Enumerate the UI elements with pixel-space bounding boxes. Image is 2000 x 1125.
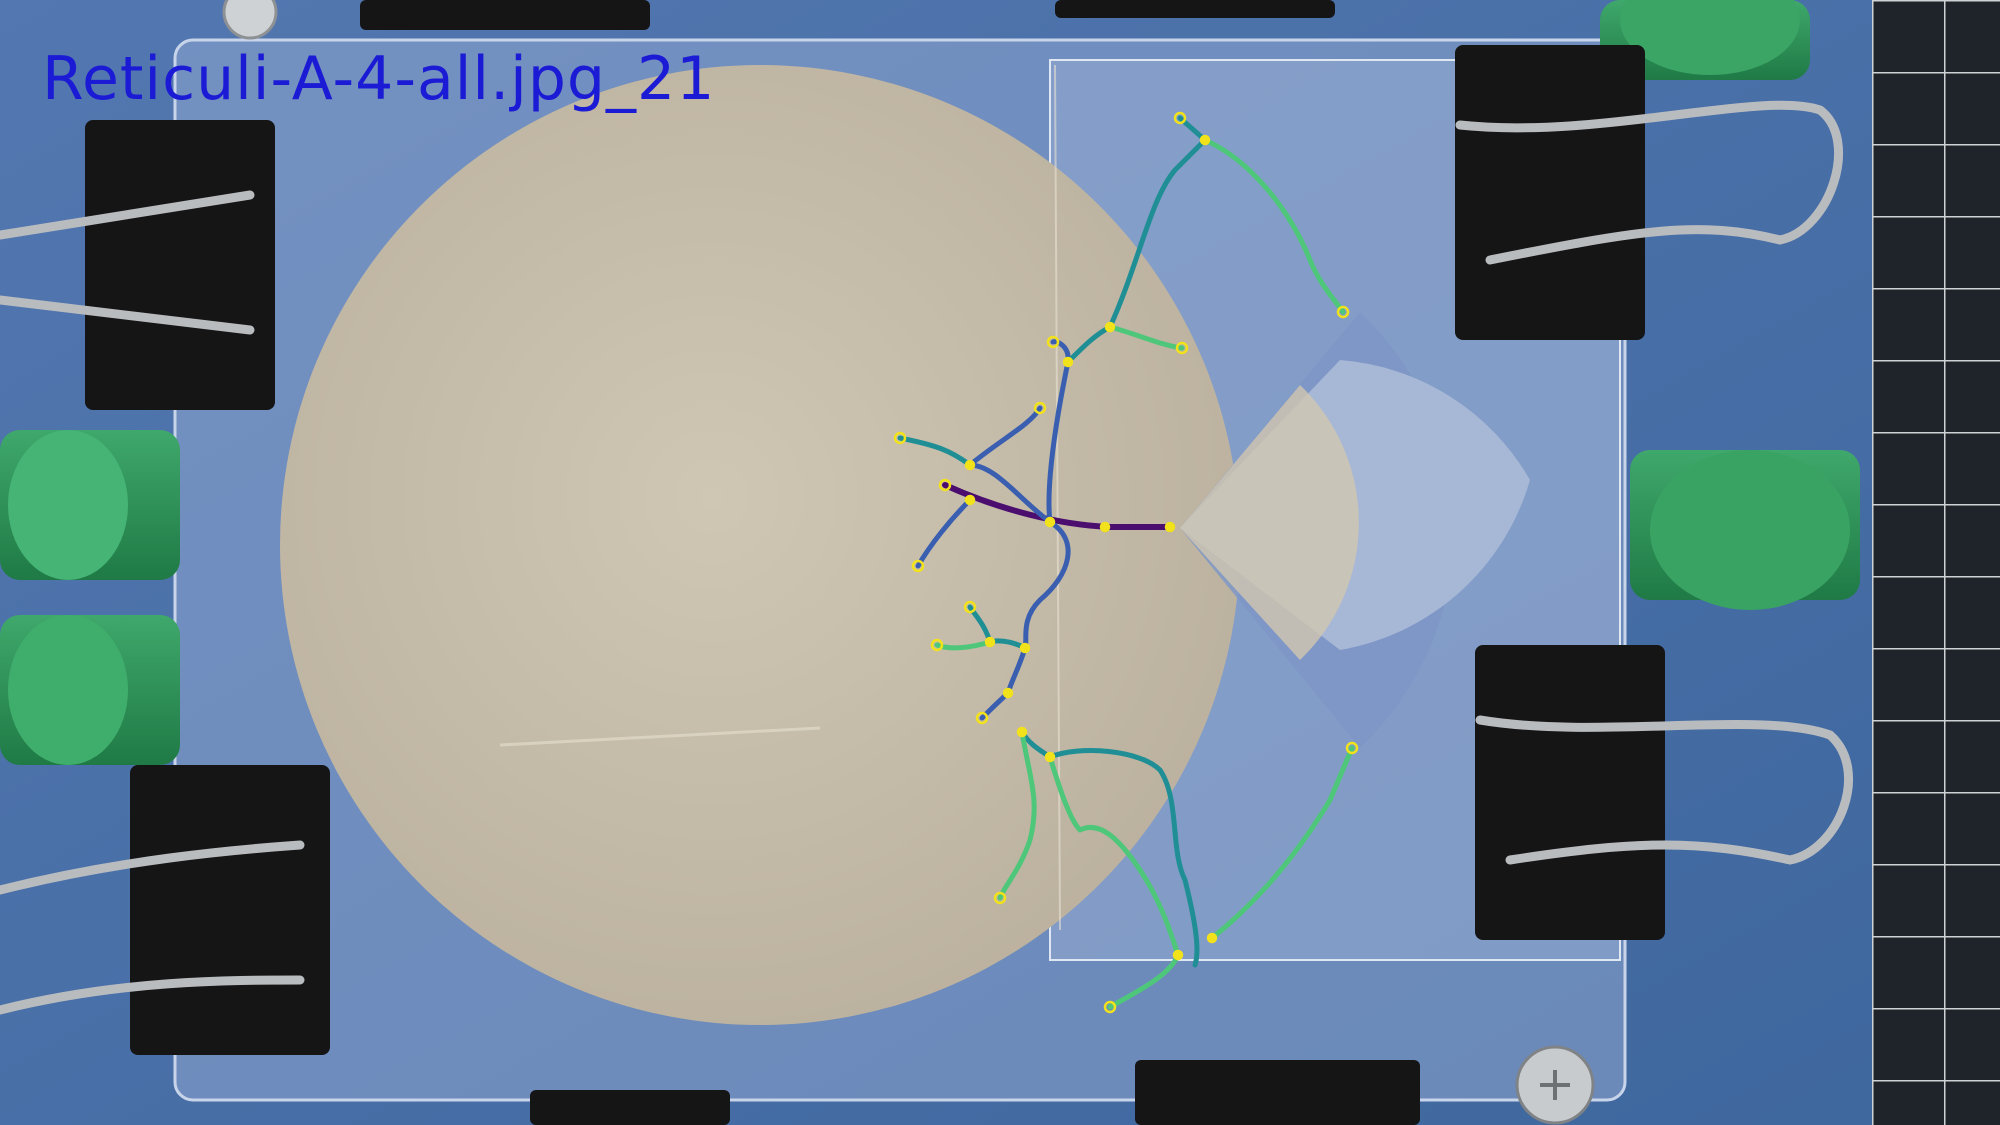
crack-edge-level1 <box>915 497 973 569</box>
crack-junction-node <box>964 459 976 471</box>
crack-endpoint-node <box>1175 341 1189 355</box>
crack-endpoint-node <box>893 431 907 445</box>
crack-junction-node <box>1044 516 1056 528</box>
crack-edge-level1 <box>1022 519 1071 651</box>
crack-edge-level3 <box>1107 952 1181 1010</box>
crack-endpoint-node <box>1103 1000 1117 1014</box>
crack-endpoint-node <box>963 600 977 614</box>
crack-junction-node <box>1044 751 1056 763</box>
crack-endpoint-node <box>975 711 989 725</box>
crack-endpoint-node <box>993 891 1007 905</box>
crack-junction-node <box>984 636 996 648</box>
crack-network <box>893 111 1359 1014</box>
crack-endpoint-node <box>1345 741 1359 755</box>
crack-endpoint-node <box>930 638 944 652</box>
crack-edge-level1 <box>1046 359 1071 525</box>
crack-edge-level1 <box>967 462 1053 525</box>
crack-edge-level2 <box>897 435 973 468</box>
crack-edge-level3 <box>1202 137 1346 315</box>
screw-icon <box>222 0 1595 1125</box>
crack-endpoint-node <box>1336 305 1350 319</box>
crack-junction-node <box>1206 932 1218 944</box>
image-filename-caption: Reticuli-A-4-all.jpg_21 <box>42 44 716 114</box>
crack-junction-node <box>1019 642 1031 654</box>
crack-endpoint-node <box>1033 401 1047 415</box>
crack-junction-node <box>1104 321 1116 333</box>
crack-junction-node <box>1016 726 1028 738</box>
crack-junction-node <box>1062 356 1074 368</box>
crack-edge-level2 <box>1107 137 1208 330</box>
cutting-mat-grid <box>1872 0 2000 1125</box>
crack-junction-node <box>964 494 976 506</box>
crack-endpoint-node <box>911 559 925 573</box>
crack-junction-node <box>1002 687 1014 699</box>
sand-disk <box>280 64 1530 1025</box>
crack-junction-node <box>1099 521 1111 533</box>
crack-junction-node <box>1172 949 1184 961</box>
crack-edge-level3 <box>1047 754 1181 958</box>
binder-clip-handles <box>0 100 1853 1015</box>
crack-junction-node <box>1199 134 1211 146</box>
crack-junction-node <box>1164 521 1176 533</box>
crack-endpoint-node <box>1046 335 1060 349</box>
crack-edge-level3 <box>1209 745 1355 941</box>
crack-endpoint-node <box>938 478 952 492</box>
crack-endpoint-node <box>1173 111 1187 125</box>
green-cylinder-weight-icon <box>0 0 1860 765</box>
crack-edge-level2 <box>1047 748 1200 968</box>
crack-edge-level3 <box>997 729 1037 901</box>
